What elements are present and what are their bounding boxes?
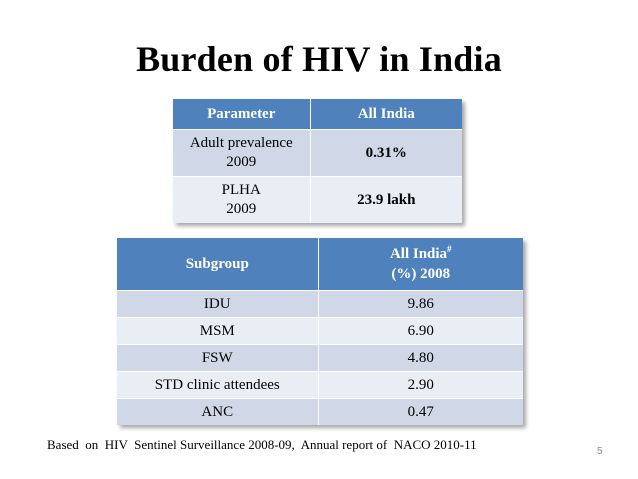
value-cell: 0.47 <box>317 398 523 425</box>
table-row: MSM 6.90 <box>117 317 523 345</box>
table-row: FSW 4.80 <box>117 344 523 372</box>
subgroup-cell: ANC <box>117 398 318 425</box>
parameter-label: PLHA <box>221 182 261 198</box>
page-number: 5 <box>597 446 603 457</box>
header-all-india: All India <box>309 99 462 130</box>
subgroup-cell: MSM <box>117 317 318 345</box>
value-cell: 4.80 <box>317 344 523 372</box>
value-cell: 9.86 <box>317 290 523 318</box>
parameter-year: 2009 <box>226 201 257 217</box>
subgroup-cell: IDU <box>117 290 318 318</box>
hiv-burden-table: Parameter All India Adult prevalence 200… <box>173 99 462 223</box>
value-cell: 2.90 <box>317 371 523 399</box>
header-all-india-percent: All India# (%) 2008 <box>317 238 524 291</box>
table-header-row: Subgroup All India# (%) 2008 <box>117 238 523 291</box>
subgroup-cell: FSW <box>117 344 318 372</box>
table-row: Adult prevalence 2009 0.31% <box>173 129 462 177</box>
header-all-india-line1: All India# <box>319 244 524 264</box>
slide-title: Burden of HIV in India <box>136 39 502 79</box>
parameter-cell: PLHA 2009 <box>173 176 310 223</box>
value-cell: 23.9 lakh <box>309 176 462 223</box>
header-subgroup: Subgroup <box>117 238 318 291</box>
value-cell: 6.90 <box>317 317 523 345</box>
footnote-marker: # <box>447 244 452 254</box>
header-parameter: Parameter <box>173 99 310 130</box>
subgroup-cell: STD clinic attendees <box>117 371 318 399</box>
table-row: ANC 0.47 <box>117 398 523 425</box>
parameter-label: Adult prevalence <box>189 135 293 151</box>
parameter-year: 2009 <box>226 154 257 170</box>
table-row: PLHA 2009 23.9 lakh <box>173 176 462 223</box>
source-footnote: Based on HIV Sentinel Surveillance 2008-… <box>47 437 477 452</box>
value-cell: 0.31% <box>309 129 462 177</box>
header-all-india-text: All India <box>389 246 448 262</box>
table-row: STD clinic attendees 2.90 <box>117 371 523 399</box>
header-all-india-line2: (%) 2008 <box>391 266 451 282</box>
table-row: IDU 9.86 <box>117 290 523 318</box>
parameter-cell: Adult prevalence 2009 <box>173 129 310 177</box>
subgroup-prevalence-table: Subgroup All India# (%) 2008 IDU 9.86 MS… <box>117 238 523 425</box>
table-header-row: Parameter All India <box>173 99 462 130</box>
